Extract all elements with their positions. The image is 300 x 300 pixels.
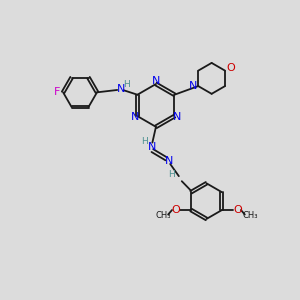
Text: N: N: [148, 142, 157, 152]
Text: N: N: [165, 156, 173, 166]
Text: N: N: [172, 112, 181, 122]
Text: N: N: [189, 81, 197, 91]
Text: O: O: [171, 205, 180, 215]
Text: CH₃: CH₃: [242, 212, 258, 220]
Text: CH₃: CH₃: [155, 212, 171, 220]
Text: F: F: [53, 87, 60, 97]
Text: N: N: [117, 84, 125, 94]
Text: H: H: [123, 80, 130, 88]
Text: H: H: [169, 170, 176, 179]
Text: O: O: [233, 205, 242, 215]
Text: O: O: [226, 63, 235, 73]
Text: H: H: [141, 137, 147, 146]
Text: N: N: [131, 112, 139, 122]
Text: N: N: [152, 76, 160, 86]
